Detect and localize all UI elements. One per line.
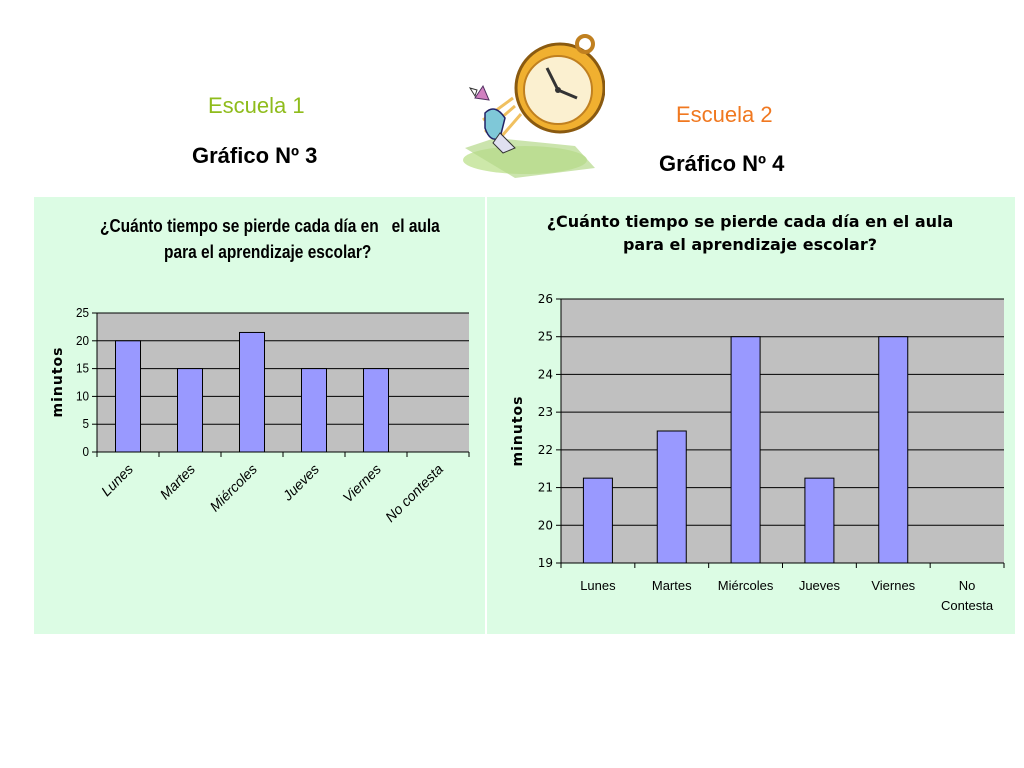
chart2-category-label: Miércoles <box>718 578 774 593</box>
graph3-label: Gráfico Nº 3 <box>192 143 318 168</box>
chart1-ytick-label: 20 <box>76 333 89 348</box>
chart1-category-label: Jueves <box>279 461 322 504</box>
chart1-y-axis-title: minutos <box>50 347 66 418</box>
chart2-ytick-label: 20 <box>538 518 553 532</box>
chart1-ytick-label: 10 <box>76 389 89 404</box>
chart1-category-label: Viernes <box>339 461 384 506</box>
chart2-ytick-label: 26 <box>538 292 553 306</box>
chart2-ytick-label: 19 <box>538 556 553 570</box>
chart2-title-line1: ¿Cuánto tiempo se pierde cada día en el … <box>546 212 954 231</box>
chart1-title-line1: ¿Cuánto tiempo se pierde cada día en el … <box>100 216 440 236</box>
chart2-category-label: Contesta <box>941 598 994 613</box>
chart1-ytick-label: 5 <box>82 417 89 432</box>
chart2-category-label: Martes <box>652 578 692 593</box>
chart2-ytick-label: 22 <box>538 443 553 457</box>
chart1-plot-area <box>97 313 469 452</box>
chart2-title: ¿Cuánto tiempo se pierde cada día en el … <box>540 210 960 256</box>
chart2-ytick-label: 23 <box>538 405 553 419</box>
chart1-ytick-label: 0 <box>82 444 89 459</box>
chart2-bar <box>582 477 613 564</box>
chart2-category-label: Viernes <box>871 578 915 593</box>
school2-label: Escuela 2 <box>676 102 773 127</box>
flying-clock-icon <box>463 34 605 178</box>
chart2-bar <box>656 430 687 564</box>
chart2-category-label: Lunes <box>580 578 616 593</box>
chart1-bar <box>115 340 141 453</box>
chart2-bar <box>804 477 835 564</box>
chart1-bar <box>177 368 203 453</box>
chart1-category-label: Miércoles <box>206 461 260 515</box>
chart2-plot-area <box>561 299 1004 563</box>
chart2-bar <box>730 336 761 564</box>
chart2-ytick-label: 25 <box>538 330 553 344</box>
chart1-ytick-label: 25 <box>76 305 89 320</box>
chart2-category-label: No <box>959 578 976 593</box>
chart1-title: ¿Cuánto tiempo se pierde cada día en el … <box>100 213 440 265</box>
chart1-bar <box>363 368 389 453</box>
graph4-label: Gráfico Nº 4 <box>659 151 785 176</box>
chart1-title-line2: para el aprendizaje escolar? <box>164 242 372 262</box>
chart2-bar <box>878 336 909 564</box>
chart2-category-label: Jueves <box>799 578 841 593</box>
chart1-category-label: No contesta <box>382 461 446 525</box>
chart2-title-line2: para el aprendizaje escolar? <box>622 235 878 254</box>
chart1-category-label: Martes <box>157 461 199 503</box>
chart1-category-label: Lunes <box>98 461 136 499</box>
chart1-bar <box>301 368 327 453</box>
school1-label: Escuela 1 <box>208 93 305 118</box>
chart2-y-axis-title: minutos <box>510 396 526 467</box>
chart1-ytick-label: 15 <box>76 361 89 376</box>
chart2-ytick-label: 21 <box>538 481 553 495</box>
chart1-bar <box>239 331 265 453</box>
chart2-ytick-label: 24 <box>538 367 553 381</box>
